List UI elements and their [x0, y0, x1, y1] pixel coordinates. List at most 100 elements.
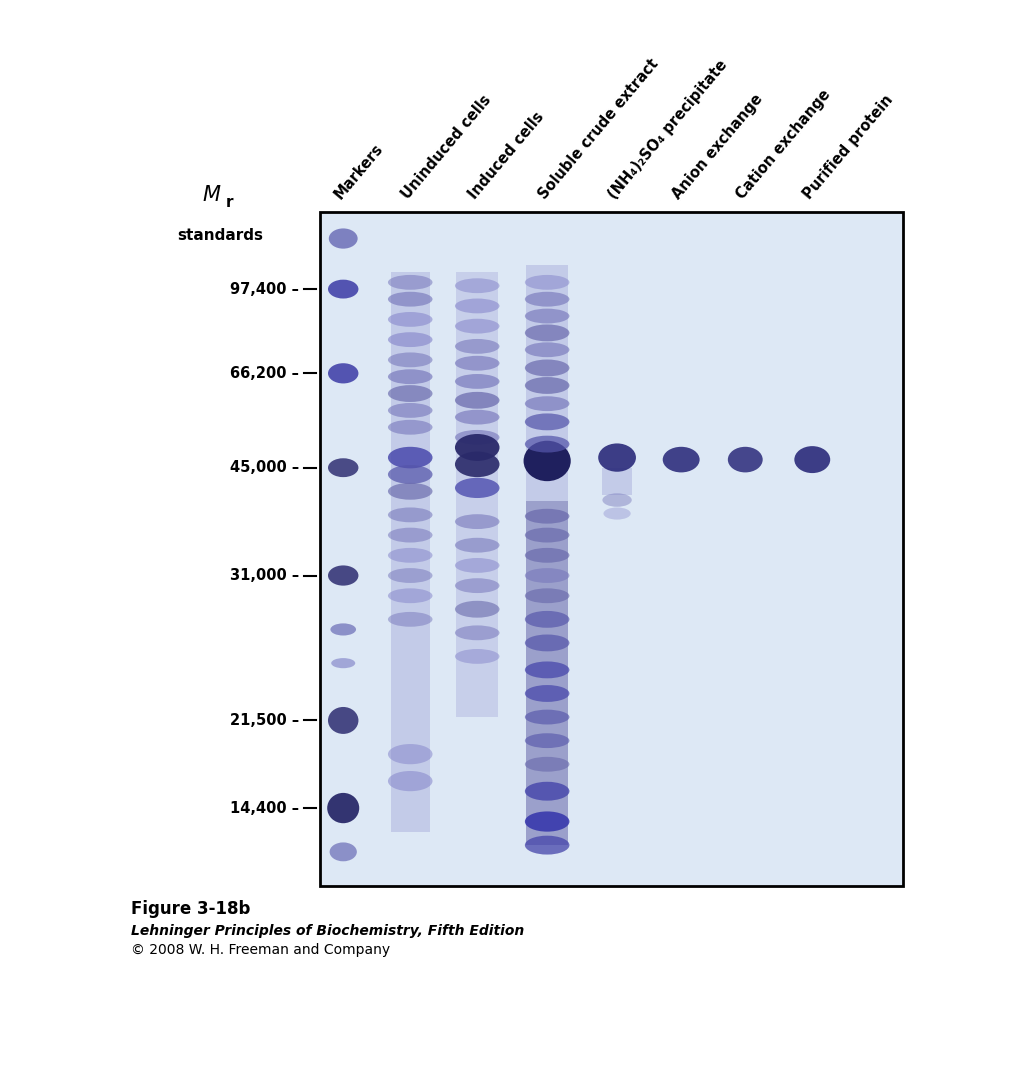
- Text: © 2008 W. H. Freeman and Company: © 2008 W. H. Freeman and Company: [131, 943, 390, 957]
- Ellipse shape: [525, 589, 569, 604]
- Ellipse shape: [328, 363, 359, 383]
- Text: 66,200 –: 66,200 –: [230, 366, 299, 381]
- Bar: [526, 265, 568, 502]
- Ellipse shape: [328, 565, 359, 585]
- Ellipse shape: [662, 447, 700, 473]
- Ellipse shape: [455, 625, 500, 640]
- Ellipse shape: [331, 658, 356, 668]
- Ellipse shape: [388, 447, 433, 468]
- Ellipse shape: [455, 409, 500, 424]
- Text: Uninduced cells: Uninduced cells: [398, 92, 494, 202]
- Ellipse shape: [525, 662, 569, 679]
- Ellipse shape: [455, 558, 500, 572]
- Ellipse shape: [525, 685, 569, 702]
- Ellipse shape: [455, 278, 500, 293]
- Ellipse shape: [328, 707, 359, 734]
- Ellipse shape: [388, 548, 433, 563]
- Ellipse shape: [330, 623, 356, 636]
- Ellipse shape: [525, 360, 569, 376]
- Ellipse shape: [523, 440, 571, 481]
- Text: 97,400 –: 97,400 –: [230, 281, 299, 296]
- Ellipse shape: [388, 465, 433, 484]
- Ellipse shape: [455, 430, 500, 445]
- Ellipse shape: [598, 444, 636, 471]
- Ellipse shape: [328, 279, 359, 299]
- Ellipse shape: [455, 374, 500, 389]
- Ellipse shape: [388, 589, 433, 604]
- Ellipse shape: [525, 635, 569, 651]
- Ellipse shape: [455, 451, 500, 477]
- Ellipse shape: [525, 509, 569, 524]
- Ellipse shape: [328, 459, 359, 477]
- Ellipse shape: [525, 292, 569, 306]
- Ellipse shape: [455, 339, 500, 353]
- Text: 45,000 –: 45,000 –: [230, 460, 299, 475]
- Text: Cation exchange: Cation exchange: [734, 87, 834, 202]
- Ellipse shape: [525, 324, 569, 342]
- Bar: [526, 502, 568, 845]
- Text: Soluble crude extract: Soluble crude extract: [535, 56, 661, 202]
- Ellipse shape: [455, 478, 500, 498]
- Ellipse shape: [525, 568, 569, 583]
- Ellipse shape: [455, 392, 500, 409]
- Ellipse shape: [388, 332, 433, 347]
- Bar: [456, 272, 498, 717]
- Text: Induced cells: Induced cells: [465, 108, 547, 202]
- Ellipse shape: [388, 771, 433, 792]
- Ellipse shape: [525, 413, 569, 431]
- Text: standards: standards: [177, 228, 263, 243]
- Text: Markers: Markers: [332, 141, 386, 202]
- Bar: [320, 212, 902, 886]
- Ellipse shape: [525, 527, 569, 542]
- Ellipse shape: [388, 403, 433, 418]
- Ellipse shape: [525, 308, 569, 323]
- Ellipse shape: [455, 319, 500, 334]
- Ellipse shape: [388, 744, 433, 765]
- Text: Figure 3-18b: Figure 3-18b: [131, 900, 250, 918]
- Ellipse shape: [455, 578, 500, 593]
- Ellipse shape: [388, 386, 433, 402]
- Ellipse shape: [525, 275, 569, 290]
- Ellipse shape: [525, 343, 569, 358]
- Ellipse shape: [525, 836, 569, 855]
- Text: 14,400 –: 14,400 –: [230, 800, 299, 815]
- Ellipse shape: [388, 420, 433, 435]
- Ellipse shape: [388, 612, 433, 627]
- Ellipse shape: [525, 710, 569, 725]
- Ellipse shape: [455, 538, 500, 553]
- Ellipse shape: [525, 782, 569, 800]
- Ellipse shape: [388, 292, 433, 306]
- Ellipse shape: [455, 355, 500, 371]
- Bar: [602, 467, 632, 495]
- Text: Purified protein: Purified protein: [801, 92, 896, 202]
- Text: 21,500 –: 21,500 –: [230, 713, 299, 728]
- Ellipse shape: [388, 352, 433, 367]
- Text: Anion exchange: Anion exchange: [670, 91, 766, 202]
- Ellipse shape: [525, 757, 569, 771]
- Ellipse shape: [388, 527, 433, 542]
- Ellipse shape: [327, 793, 360, 824]
- Ellipse shape: [525, 734, 569, 749]
- Bar: [390, 272, 430, 831]
- Ellipse shape: [455, 434, 500, 461]
- Text: 31,000 –: 31,000 –: [230, 568, 299, 583]
- Text: $\mathit{M}$: $\mathit{M}$: [202, 185, 221, 205]
- Ellipse shape: [795, 446, 830, 473]
- Ellipse shape: [388, 313, 433, 326]
- Ellipse shape: [455, 600, 500, 618]
- Ellipse shape: [329, 842, 357, 861]
- Ellipse shape: [388, 275, 433, 290]
- Ellipse shape: [525, 436, 569, 452]
- Ellipse shape: [388, 568, 433, 583]
- Text: Lehninger Principles of Biochemistry, Fifth Edition: Lehninger Principles of Biochemistry, Fi…: [131, 924, 524, 938]
- Ellipse shape: [388, 483, 433, 499]
- Ellipse shape: [525, 396, 569, 411]
- Ellipse shape: [525, 812, 569, 831]
- Text: r: r: [226, 194, 233, 209]
- Ellipse shape: [388, 369, 433, 384]
- Ellipse shape: [525, 548, 569, 563]
- Text: (NH₄)₂SO₄ precipitate: (NH₄)₂SO₄ precipitate: [606, 57, 731, 202]
- Ellipse shape: [455, 649, 500, 664]
- Ellipse shape: [727, 447, 763, 473]
- Ellipse shape: [388, 507, 433, 522]
